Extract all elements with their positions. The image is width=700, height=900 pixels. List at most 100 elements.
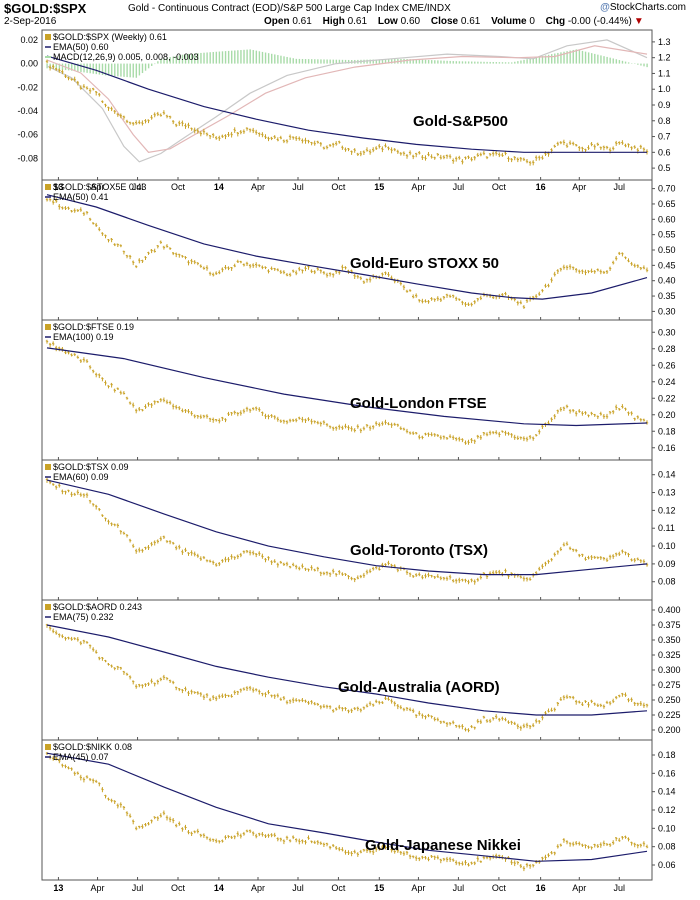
macd-hist-bar — [61, 63, 64, 70]
price-legend-label: $GOLD:$SPX (Weekly) 0.61 — [53, 32, 167, 42]
x-tick-label: Jul — [292, 883, 304, 893]
right-axis-tick: 0.200 — [658, 725, 681, 735]
macd-hist-bar — [498, 62, 501, 64]
right-axis-tick: 0.325 — [658, 650, 681, 660]
macd-hist-bar — [67, 63, 70, 71]
right-axis-tick: 0.9 — [658, 100, 671, 110]
macd-hist-bar — [71, 63, 73, 71]
macd-hist-bar — [603, 56, 605, 64]
right-axis-tick: 0.10 — [658, 823, 676, 833]
right-axis-tick: 0.350 — [658, 635, 681, 645]
ema-legend-label: EMA(50) 0.60 — [53, 42, 109, 52]
macd-hist-bar — [194, 53, 196, 64]
macd-hist-bar — [489, 61, 491, 64]
x-tick-label: 13 — [53, 182, 63, 192]
macd-hist-bar — [215, 51, 218, 64]
x-tick-label: 16 — [536, 182, 546, 192]
x-tick-label: Jul — [453, 182, 465, 192]
panel-frame — [41, 459, 653, 601]
macd-hist-bar — [492, 62, 494, 64]
macd-hist-bar — [301, 58, 304, 64]
right-axis-tick: 0.14 — [658, 470, 676, 480]
macd-hist-bar — [551, 54, 553, 64]
macd-legend-label: MACD(12,26,9) 0.005, 0.008, -0.003 — [53, 52, 199, 62]
macd-hist-bar — [394, 59, 396, 64]
macd-hist-bar — [280, 55, 282, 64]
macd-hist-bar — [406, 58, 408, 64]
macd-hist-bar — [486, 61, 488, 64]
macd-hist-bar — [191, 53, 193, 64]
macd-hist-bar — [627, 62, 630, 64]
panel-2: 0.70 0.65 0.60 0.55 0.50 0.45 0.40 0.35 0.30 $GOL… — [41, 179, 676, 321]
ema-line — [46, 347, 648, 427]
x-tick-label: Apr — [572, 182, 586, 192]
macd-hist-bar — [307, 59, 310, 64]
macd-hist-bar — [427, 59, 430, 64]
macd-hist-bar — [458, 61, 461, 64]
macd-hist-bar — [529, 58, 531, 64]
macd-hist-bar — [581, 50, 584, 64]
right-axis-tick: 0.225 — [658, 710, 681, 720]
macd-hist-bar — [267, 53, 270, 64]
macd-hist-bar — [584, 51, 587, 64]
macd-hist-bar — [418, 59, 421, 64]
macd-hist-bar — [569, 50, 571, 64]
macd-hist-bar — [347, 59, 350, 64]
right-axis-tick: 0.08 — [658, 577, 676, 587]
macd-hist-bar — [160, 58, 162, 64]
right-axis-tick: 0.18 — [658, 426, 676, 436]
close-label: Close — [430, 16, 459, 27]
macd-hist-bar — [55, 63, 58, 70]
high-label: High — [322, 16, 345, 27]
price-legend-swatch — [45, 324, 51, 330]
macd-hist-bar — [455, 61, 458, 64]
macd-hist-bar — [135, 63, 138, 78]
x-tick-label: Oct — [331, 182, 346, 192]
right-axis-tick: 0.55 — [658, 230, 676, 240]
macd-hist-bar — [80, 63, 82, 72]
macd-hist-bar — [375, 59, 378, 64]
price-bars — [45, 752, 649, 872]
x-tick-label: Apr — [91, 883, 105, 893]
macd-hist-bar — [329, 59, 331, 64]
left-axis-tick: 0.00 — [20, 59, 38, 69]
x-tick-label: 13 — [53, 883, 63, 893]
macd-hist-bar — [120, 63, 122, 77]
macd-hist-bar — [618, 60, 621, 64]
price-legend-label: $GOLD:$NIKK 0.08 — [53, 742, 132, 752]
price-bars — [45, 59, 649, 166]
macd-hist-bar — [495, 62, 498, 64]
macd-hist-bar — [554, 53, 556, 64]
x-tick-label: 14 — [214, 182, 224, 192]
x-tick-label: Jul — [453, 883, 465, 893]
logo-text: StockCharts.com — [609, 2, 686, 13]
right-axis-tick: 0.16 — [658, 443, 676, 453]
macd-hist-bar — [261, 51, 264, 64]
right-axis-tick: 0.26 — [658, 360, 676, 370]
ema-legend-label: EMA(50) 0.41 — [53, 192, 109, 202]
panel-title: Gold-Euro STOXX 50 — [350, 255, 499, 272]
macd-hist-bar — [258, 51, 261, 64]
macd-hist-bar — [200, 52, 202, 64]
macd-hist-bar — [372, 59, 374, 64]
right-axis-tick: 0.70 — [658, 184, 676, 194]
price-legend-swatch — [45, 34, 51, 40]
macd-hist-bar — [163, 58, 165, 64]
macd-hist-bar — [107, 63, 110, 76]
macd-hist-bar — [206, 52, 208, 64]
right-axis-tick: 0.18 — [658, 750, 676, 760]
price-legend-label: $GOLD:$AORD 0.243 — [53, 602, 142, 612]
left-axis-tick: -0.04 — [17, 106, 38, 116]
macd-hist-bar — [246, 49, 248, 64]
price-legend-swatch — [45, 744, 51, 750]
right-axis-tick: 0.12 — [658, 505, 676, 515]
price-bars — [45, 339, 649, 445]
right-axis-tick: 0.28 — [658, 344, 676, 354]
macd-hist-bar — [523, 59, 525, 64]
price-bars — [45, 477, 649, 585]
macd-hist-bar — [264, 52, 267, 64]
x-tick-label: Oct — [331, 883, 346, 893]
right-axis-tick: 0.06 — [658, 860, 676, 870]
panel-title: Gold-Australia (AORD) — [338, 679, 500, 696]
macd-hist-bar — [172, 56, 174, 64]
